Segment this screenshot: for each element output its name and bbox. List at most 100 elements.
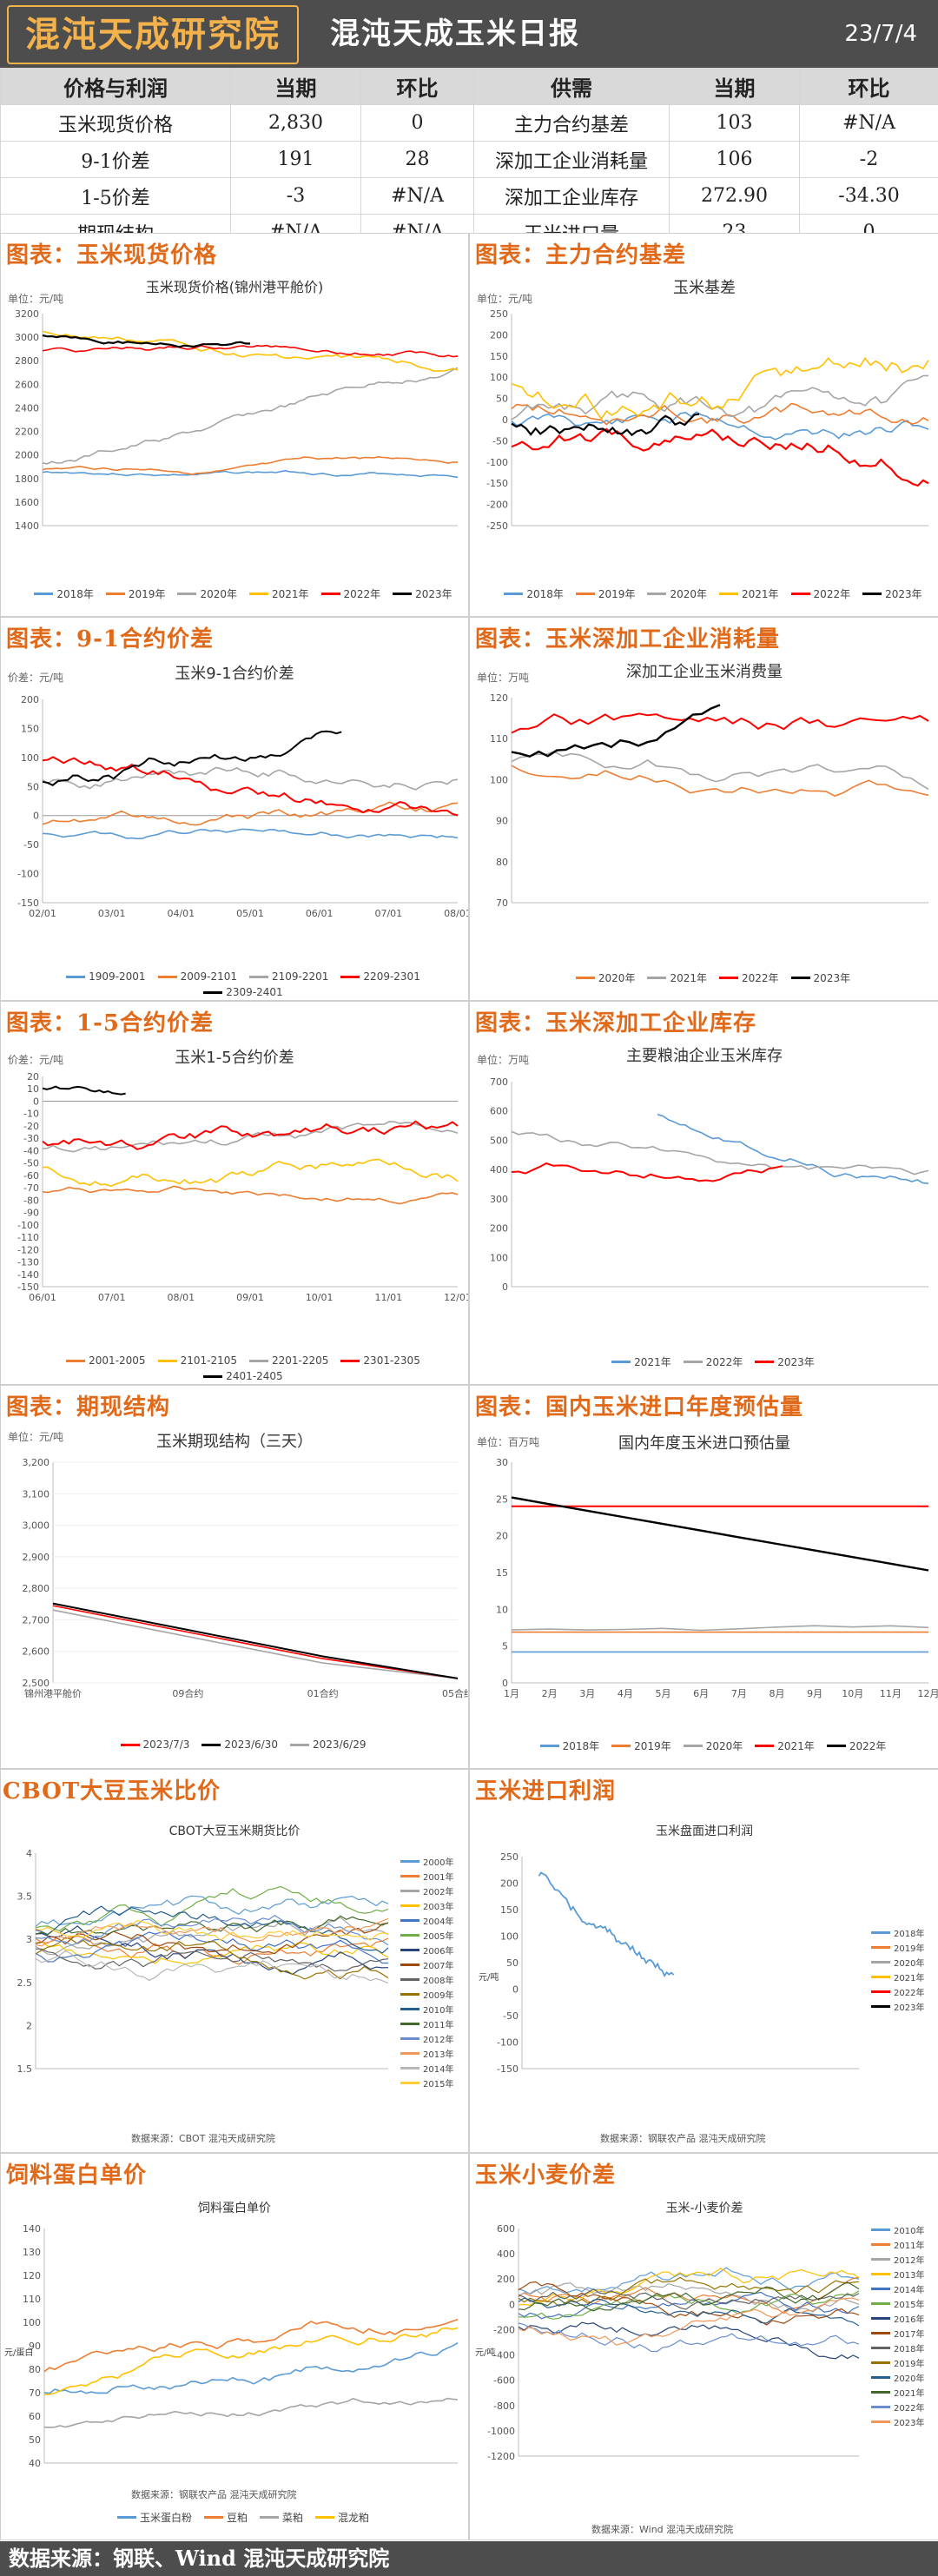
- chart-svg: 140130120110100908070605040: [1, 2154, 468, 2540]
- legend-swatch: [871, 2420, 890, 2423]
- legend-item: 2018年: [34, 586, 94, 601]
- series-line: [512, 1626, 928, 1630]
- legend-item: 2022年: [871, 2401, 935, 2414]
- x-tick-label: 06/01: [306, 908, 334, 919]
- legend-item: 2401-2405: [203, 1370, 282, 1382]
- legend-swatch: [321, 593, 340, 595]
- y-tick-label: 2200: [15, 427, 39, 438]
- x-tick-label: 12月: [918, 1688, 938, 1699]
- legend-item: 2201-2205: [249, 1354, 328, 1367]
- x-tick-label: 9月: [807, 1688, 822, 1699]
- chart-panel-import-estimate: 图表：国内玉米进口年度预估量 国内年度玉米进口预估量 单位：百万吨 30 25 20…: [469, 1385, 938, 1769]
- legend-swatch: [400, 1993, 419, 1996]
- header-cell: 当期: [670, 69, 800, 105]
- chart-legend: 2018年 2019年 2020年 2021年 2022年: [496, 1738, 930, 1753]
- legend-item: 1909-2001: [66, 970, 145, 983]
- series-line: [43, 471, 458, 478]
- y-tick-label: 2600: [15, 379, 39, 390]
- table-cell: 28: [361, 142, 474, 178]
- table-cell: 103: [670, 105, 800, 142]
- series-line: [43, 829, 458, 838]
- table-cell: 0: [361, 105, 474, 142]
- legend-swatch: [204, 2516, 223, 2519]
- summary-table: 价格与利润 当期 环比 供需 当期 环比 玉米现货价格 2,830 0 主力合约基差 1…: [0, 68, 938, 251]
- chart-svg: 3200300028002600240022002000180016001400: [1, 234, 468, 616]
- legend-label: 1909-2001: [89, 970, 145, 983]
- table-row: 9-1价差 191 28 深加工企业消耗量 106 -2: [1, 142, 938, 178]
- legend-label: 2020年: [894, 2371, 924, 2384]
- legend-label: 2018年: [894, 1926, 924, 1939]
- legend-item: 2018年: [871, 1926, 935, 1939]
- y-tick-label: -50: [492, 435, 508, 447]
- x-tick-label: 02/01: [29, 908, 56, 919]
- legend-item: 2018年: [871, 2341, 935, 2354]
- legend-label: 2021年: [634, 1354, 671, 1369]
- legend-label: 2019年: [894, 2356, 924, 2369]
- y-tick-label: -70: [23, 1182, 39, 1194]
- legend-swatch: [611, 1745, 631, 1747]
- y-tick-label: 150: [21, 723, 39, 734]
- series-line: [512, 713, 928, 732]
- legend-label: 2014年: [894, 2282, 924, 2295]
- table-cell: 106: [670, 142, 800, 178]
- legend-label: 混龙粕: [338, 2510, 369, 2525]
- legend-label: 2022年: [706, 1354, 743, 1369]
- y-tick-label: 130: [23, 2247, 41, 2258]
- x-tick-label: 07/01: [98, 1292, 126, 1303]
- y-tick-label: 2.5: [17, 1977, 33, 1989]
- y-tick-label: 250: [500, 1851, 519, 1863]
- y-tick-label: 80: [496, 857, 508, 868]
- y-tick-label: -150: [497, 2063, 519, 2075]
- y-tick-label: 70: [496, 897, 508, 909]
- legend-swatch: [871, 2376, 890, 2379]
- table-cell: #N/A: [361, 178, 474, 215]
- y-tick-label: 200: [490, 1223, 508, 1235]
- y-tick-label: 90: [29, 2341, 41, 2352]
- table-cell: 深加工企业库存: [474, 178, 670, 215]
- chart-svg: 7006005004003002001000: [470, 1002, 938, 1384]
- report-footer: 数据来源：钢联、Wind 混沌天成研究院: [0, 2541, 938, 2576]
- legend-label: 玉米蛋白粉: [140, 2510, 192, 2525]
- legend-label: 2010年: [894, 2223, 924, 2236]
- legend-label: 2020年: [670, 586, 707, 601]
- legend-item: 2022年: [719, 970, 779, 985]
- y-tick-label: 100: [490, 774, 508, 785]
- y-tick-label: 10: [27, 1083, 39, 1095]
- legend-swatch: [755, 1361, 774, 1363]
- legend-label: 2014年: [423, 2062, 453, 2075]
- legend-swatch: [871, 1990, 890, 1993]
- legend-label: 2001年: [423, 1870, 453, 1883]
- legend-label: 2012年: [894, 2253, 924, 2266]
- y-tick-label: 50: [496, 394, 508, 405]
- y-tick-label: -80: [23, 1195, 39, 1206]
- legend-label: 2023年: [415, 586, 452, 601]
- chart-legend: 2018年 2019年 2020年 2021年 2022年 2023年: [871, 1926, 935, 2013]
- y-tick-label: 140: [23, 2223, 41, 2235]
- y-tick-label: -130: [17, 1257, 39, 1268]
- legend-item: 2023年: [871, 2000, 935, 2013]
- legend-label: 2017年: [894, 2327, 924, 2340]
- legend-item: 2010年: [871, 2223, 935, 2236]
- report-date: 23/7/4: [844, 0, 917, 68]
- legend-label: 2003年: [423, 1899, 453, 1912]
- legend-swatch: [576, 593, 595, 595]
- legend-label: 2022年: [814, 586, 851, 601]
- chart-panel-term-structure: 图表：期现结构 玉米期现结构（三天） 单位：元/吨 3,200 3,100 3,00…: [0, 1385, 469, 1769]
- y-tick-label: 40: [29, 2458, 41, 2469]
- series-line: [43, 1122, 458, 1149]
- legend-swatch: [871, 2302, 890, 2305]
- y-tick-label: 30: [496, 1457, 508, 1468]
- legend-swatch: [791, 977, 810, 979]
- series-line: [53, 1606, 458, 1679]
- legend-swatch: [400, 1860, 419, 1863]
- y-tick-label: -120: [17, 1244, 39, 1255]
- legend-item: 2022年: [827, 1738, 887, 1753]
- y-tick-label: 250: [490, 308, 508, 320]
- table-row: 玉米现货价格 2,830 0 主力合约基差 103 #N/A: [1, 105, 938, 142]
- series-line: [43, 335, 250, 347]
- series-line: [519, 2298, 859, 2345]
- legend-item: 2109-2201: [249, 970, 328, 983]
- chart-panel-inventory: 图表：玉米深加工企业库存 主要粮油企业玉米库存 单位：万吨 700 600 500 4…: [469, 1001, 938, 1385]
- y-tick-label: 2,700: [23, 1614, 50, 1626]
- legend-label: 2001-2005: [89, 1354, 145, 1367]
